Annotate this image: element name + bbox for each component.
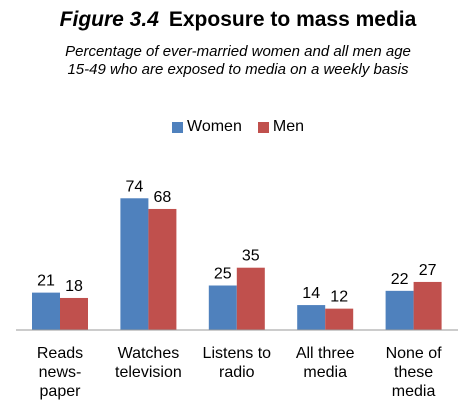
category-label-line: radio [187,363,287,382]
category-label-watches-television: Watches television [98,344,198,382]
category-label-line: Reads [10,344,110,363]
data-label-women-none-of-these-media: 22 [391,271,409,288]
category-label-line: None of [364,344,464,363]
bar-women-none-of-these-media [386,291,414,330]
bar-women-all-three-media [297,305,325,330]
data-label-women-reads-news-paper: 21 [37,273,55,290]
category-label-line: media [364,382,464,401]
data-label-men-watches-television: 68 [154,189,172,206]
bar-men-all-three-media [325,309,353,330]
category-label-line: Watches [98,344,198,363]
category-label-line: television [98,363,198,382]
data-label-men-none-of-these-media: 27 [419,262,437,279]
bar-women-reads-news-paper [32,293,60,330]
bar-women-watches-television [120,198,148,330]
bars-group: 21 18 74 68 25 35 14 12 22 27 [32,178,442,330]
bar-men-reads-news-paper [60,298,88,330]
data-label-women-watches-television: 74 [126,178,144,195]
category-label-line: paper [10,382,110,401]
category-label-reads-news-paper: Reads news-paper [10,344,110,401]
category-label-line: Listens to [187,344,287,363]
bar-women-listens-to-radio [209,286,237,331]
category-label-line: All three [275,344,375,363]
category-label-line: media [275,363,375,382]
data-label-men-all-three-media: 12 [330,289,348,306]
data-label-men-reads-news-paper: 18 [65,278,83,295]
data-label-men-listens-to-radio: 35 [242,248,260,265]
category-label-all-three-media: All three media [275,344,375,382]
bar-men-watches-television [148,209,176,330]
bar-men-none-of-these-media [414,282,442,330]
bar-men-listens-to-radio [237,268,265,330]
category-label-listens-to-radio: Listens to radio [187,344,287,382]
data-label-women-all-three-media: 14 [302,285,320,302]
category-label-none-of-these-media: None of these media [364,344,464,401]
data-label-women-listens-to-radio: 25 [214,266,232,283]
category-label-line: news- [10,363,110,382]
category-label-line: these [364,363,464,382]
